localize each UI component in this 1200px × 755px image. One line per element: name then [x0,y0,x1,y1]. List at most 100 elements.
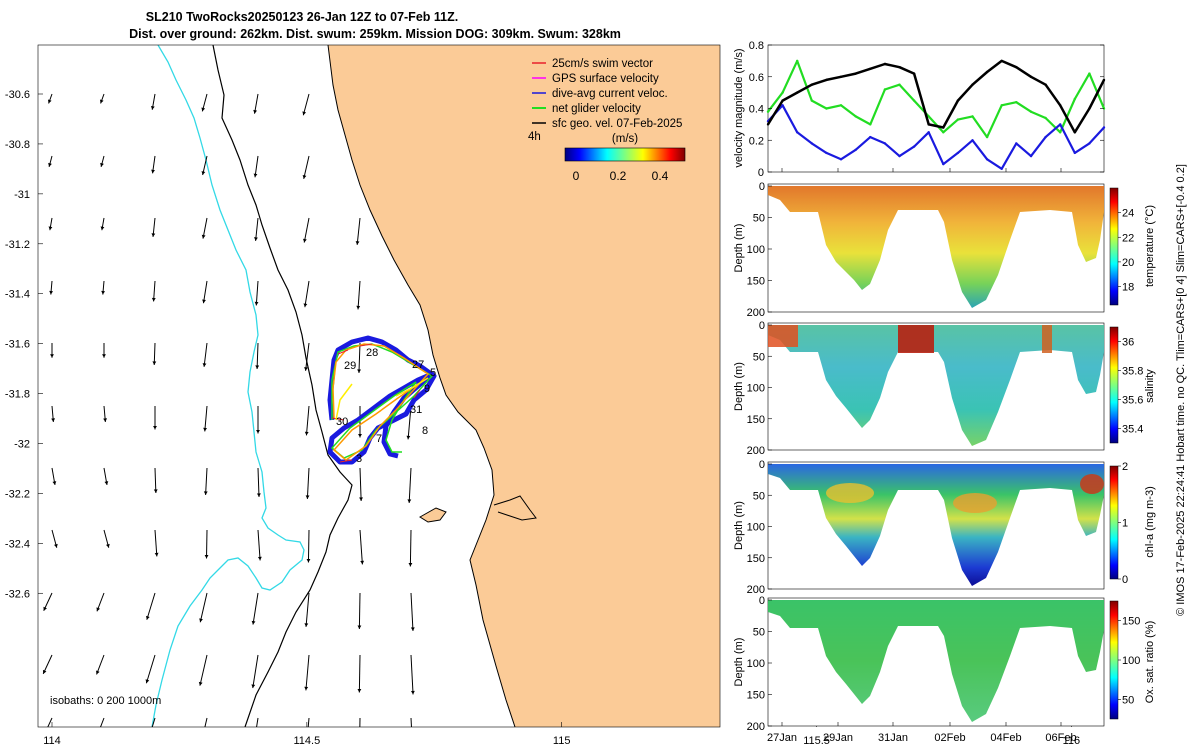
velocity-point [796,131,798,133]
day-label: 30 [336,416,348,428]
section-cb-tick-label: 22 [1122,232,1134,244]
speed-label: 4h [528,131,541,143]
current-arrow [359,655,360,692]
map-xtick-label: 114 [43,735,61,747]
colorbar-title: (m/s) [612,133,638,145]
section-cb-tick-label: 0 [1122,574,1128,586]
salinity-high-patch-3 [1042,325,1052,353]
chl-cb-label: chl-a (mg m-3) [1144,486,1156,558]
velocity-point [898,155,900,157]
velocity-point [840,104,842,106]
depth-tick-label: 150 [747,414,765,426]
map-ytick-label: -31.4 [5,289,30,301]
day-label: 9 [424,383,430,395]
velocity-point [1044,84,1046,86]
depth-tick-label: 50 [753,490,765,502]
depth-tick-label: 50 [753,351,765,363]
velocity-point [1059,123,1061,125]
map-ytick-label: -32.6 [5,588,30,600]
velocity-point [1044,117,1046,119]
map-ytick-label: -32.4 [5,538,30,550]
vel-ytick-label: 0.4 [749,104,764,116]
legend-label-dive: dive-avg current veloc. [552,88,668,100]
velocity-plot-area [768,45,1104,172]
map-ytick-label: -31.6 [5,339,30,351]
depth-tick-label: 200 [747,307,765,319]
velocity-point [913,72,915,74]
velocity-ylabel: velocity magnitude (m/s) [733,48,745,167]
velocity-point [913,145,915,147]
depth-tick-label: 100 [747,383,765,395]
section-cb-tick-label: 35.4 [1122,424,1143,436]
depth-tick-label: 100 [747,244,765,256]
velocity-point [1001,104,1003,106]
depth-axis-label: Depth (m) [733,501,745,550]
velocity-point [1088,72,1090,74]
depth-axis-label: Depth (m) [733,224,745,273]
oxygen-colorbar [1110,601,1118,719]
velocity-point [796,91,798,93]
velocity-point [825,79,827,81]
velocity-point [986,136,988,138]
velocity-point [971,115,973,117]
legend-label-sfc: sfc geo. vel. 07-Feb-2025 [552,118,682,130]
cb-tick-0: 0 [573,169,580,183]
temperature-section [768,184,1118,312]
velocity-point [767,123,769,125]
velocity-point [928,123,930,125]
velocity-point [1103,79,1105,81]
velocity-point [957,99,959,101]
velocity-point [1030,111,1032,113]
oxygen-cb-label: Ox. sat. ratio (%) [1144,621,1156,704]
velocity-point [971,84,973,86]
depth-tick-label: 0 [759,320,765,332]
salinity-high-patch-2 [898,325,934,353]
velocity-point [855,72,857,74]
velocity-point [781,99,783,101]
vel-ytick-label: 0.6 [749,72,764,84]
title-line-1: SL210 TwoRocks20250123 26-Jan 12Z to 07-… [146,10,458,24]
current-arrowhead [198,746,202,750]
current-arrow [359,718,360,750]
map-ytick-label: -32 [14,438,30,450]
velocity-point [855,115,857,117]
section-cb-tick-label: 24 [1122,208,1134,220]
velocity-point [781,104,783,106]
velocity-point [1074,98,1076,100]
velocity-point [1088,107,1090,109]
map-xtick-label: 115 [553,735,571,747]
depth-axis-label: Depth (m) [733,362,745,411]
map-ytick-label: -31.2 [5,239,30,251]
velocity-point [957,118,959,120]
velocity-point [942,131,944,133]
current-arrowhead [96,735,100,739]
section-cb-tick-label: 150 [1122,616,1140,628]
day-label: 27 [412,359,424,371]
time-tick-label: 31Jan [878,732,908,744]
velocity-point [1030,76,1032,78]
salinity-cb-label: salinity [1144,369,1156,403]
time-tick-label: 29Jan [823,732,853,744]
vel-ytick-label: 0.8 [749,40,764,52]
time-tick-label: 02Feb [934,732,965,744]
time-tick-label: 06Feb [1045,732,1076,744]
velocity-point [1088,142,1090,144]
legend-label-net: net glider velocity [552,103,641,115]
velocity-point [811,99,813,101]
depth-axis-label: Depth (m) [733,638,745,687]
velocity-point [1074,131,1076,133]
velocity-point [898,66,900,68]
cb-tick-1: 0.2 [610,169,627,183]
map-ytick-label: -32.2 [5,488,30,500]
velocity-point [811,142,813,144]
depth-tick-label: 150 [747,690,765,702]
depth-tick-label: 200 [747,445,765,457]
velocity-point [1015,66,1017,68]
legend-label-swim: 25cm/s swim vector [552,58,653,70]
velocity-point [825,107,827,109]
map-ytick-label: -31 [14,189,30,201]
section-cb-tick-label: 20 [1122,257,1134,269]
depth-tick-label: 100 [747,522,765,534]
map-ytick-label: -30.8 [5,139,30,151]
speed-colorbar [565,148,685,161]
